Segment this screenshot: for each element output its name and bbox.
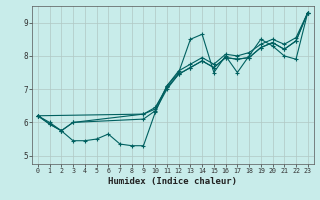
X-axis label: Humidex (Indice chaleur): Humidex (Indice chaleur) xyxy=(108,177,237,186)
